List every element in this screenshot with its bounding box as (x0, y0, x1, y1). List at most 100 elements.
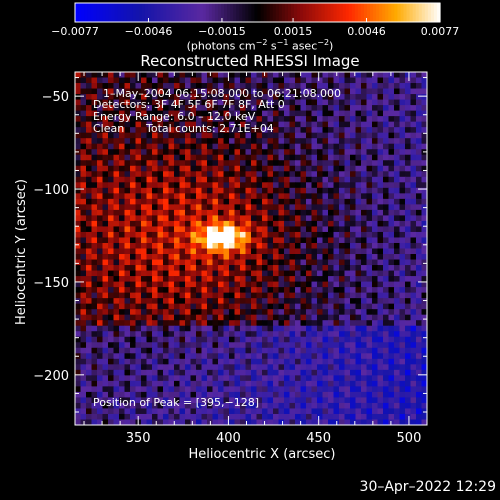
heatmap-cell (278, 242, 285, 249)
heatmap-cell (234, 138, 241, 145)
heatmap-cell (394, 380, 400, 387)
heatmap-cell (416, 259, 422, 266)
heatmap-cell (108, 342, 114, 349)
heatmap-cell (201, 149, 208, 156)
heatmap-cell (124, 99, 131, 106)
heatmap-cell (339, 143, 345, 150)
heatmap-cell (146, 187, 153, 194)
colorbar-cell (297, 3, 301, 22)
heatmap-cell (366, 165, 373, 172)
heatmap-cell (146, 99, 153, 106)
heatmap-cell (311, 198, 318, 205)
heatmap-cell (339, 303, 345, 310)
heatmap-cell (185, 292, 191, 299)
heatmap-cell (179, 198, 186, 205)
heatmap-cell (361, 331, 367, 338)
heatmap-cell (372, 72, 378, 79)
heatmap-cell (366, 413, 373, 420)
heatmap-cell (284, 237, 290, 244)
heatmap-cell (201, 176, 208, 183)
heatmap-cell (410, 375, 417, 382)
heatmap-cell (190, 380, 197, 387)
heatmap-cell (267, 99, 274, 106)
heatmap-cell (91, 226, 98, 233)
heatmap-cell (366, 215, 373, 222)
heatmap-cell (174, 121, 180, 128)
heatmap-cell (212, 138, 219, 145)
heatmap-cell (157, 380, 164, 387)
heatmap-cell (229, 143, 235, 150)
colorbar-cell (303, 3, 307, 22)
heatmap-cell (218, 303, 224, 310)
heatmap-cell (174, 127, 180, 134)
heatmap-cell (284, 165, 290, 172)
heatmap-cell (190, 231, 197, 238)
heatmap-cell (135, 220, 142, 227)
heatmap-cell (350, 237, 356, 244)
heatmap-cell (245, 325, 252, 332)
heatmap-cell (306, 270, 312, 277)
heatmap-cell (295, 182, 301, 189)
heatmap-cell (113, 314, 120, 321)
heatmap-cell (163, 347, 169, 354)
heatmap-cell (322, 419, 329, 426)
heatmap-cell (399, 408, 406, 415)
heatmap-cell (124, 380, 131, 387)
heatmap-cell (102, 287, 109, 294)
heatmap-cell (317, 94, 323, 101)
heatmap-cell (108, 105, 114, 112)
heatmap-cell (339, 83, 345, 90)
heatmap-cell (141, 176, 147, 183)
heatmap-cell (256, 347, 263, 354)
heatmap-cell (240, 276, 246, 283)
heatmap-cell (273, 309, 279, 316)
heatmap-cell (344, 309, 351, 316)
heatmap-cell (361, 276, 367, 283)
heatmap-cell (245, 226, 252, 233)
heatmap-cell (113, 369, 120, 376)
heatmap-cell (256, 99, 263, 106)
heatmap-cell (108, 276, 114, 283)
heatmap-cell (311, 143, 318, 150)
heatmap-cell (328, 116, 334, 123)
heatmap-cell (344, 209, 351, 216)
heatmap-cell (168, 369, 175, 376)
heatmap-cell (306, 320, 312, 327)
heatmap-cell (196, 265, 202, 272)
colorbar-cell (394, 3, 399, 22)
heatmap-cell (372, 397, 378, 404)
heatmap-cell (405, 72, 411, 79)
heatmap-cell (152, 298, 158, 305)
heatmap-cell (119, 353, 125, 360)
heatmap-cell (135, 165, 142, 172)
heatmap-cell (344, 336, 351, 343)
heatmap-cell (113, 298, 120, 305)
heatmap-cell (80, 209, 87, 216)
heatmap-cell (86, 127, 92, 134)
heatmap-cell (212, 314, 219, 321)
heatmap-cell (278, 127, 285, 134)
colorbar-cell (275, 3, 280, 22)
heatmap-cell (113, 187, 120, 194)
heatmap-cell (146, 132, 153, 139)
heatmap-cell (152, 242, 158, 249)
heatmap-cell (350, 408, 356, 415)
heatmap-cell (130, 83, 136, 90)
heatmap-cell (91, 182, 98, 189)
heatmap-cell (135, 347, 142, 354)
heatmap-cell (75, 309, 81, 316)
heatmap-cell (372, 281, 378, 288)
heatmap-cell (256, 292, 263, 299)
heatmap-cell (245, 292, 252, 299)
heatmap-cell (124, 276, 131, 283)
heatmap-cell (229, 325, 235, 332)
heatmap-cell (350, 116, 356, 123)
y-tick-label: −100 (33, 183, 69, 198)
heatmap-cell (119, 187, 125, 194)
heatmap-cell (174, 160, 180, 167)
heatmap-cell (229, 419, 235, 426)
heatmap-cell (416, 364, 422, 371)
heatmap-cell (130, 171, 136, 178)
heatmap-cell (245, 408, 252, 415)
heatmap-cell (300, 342, 307, 349)
